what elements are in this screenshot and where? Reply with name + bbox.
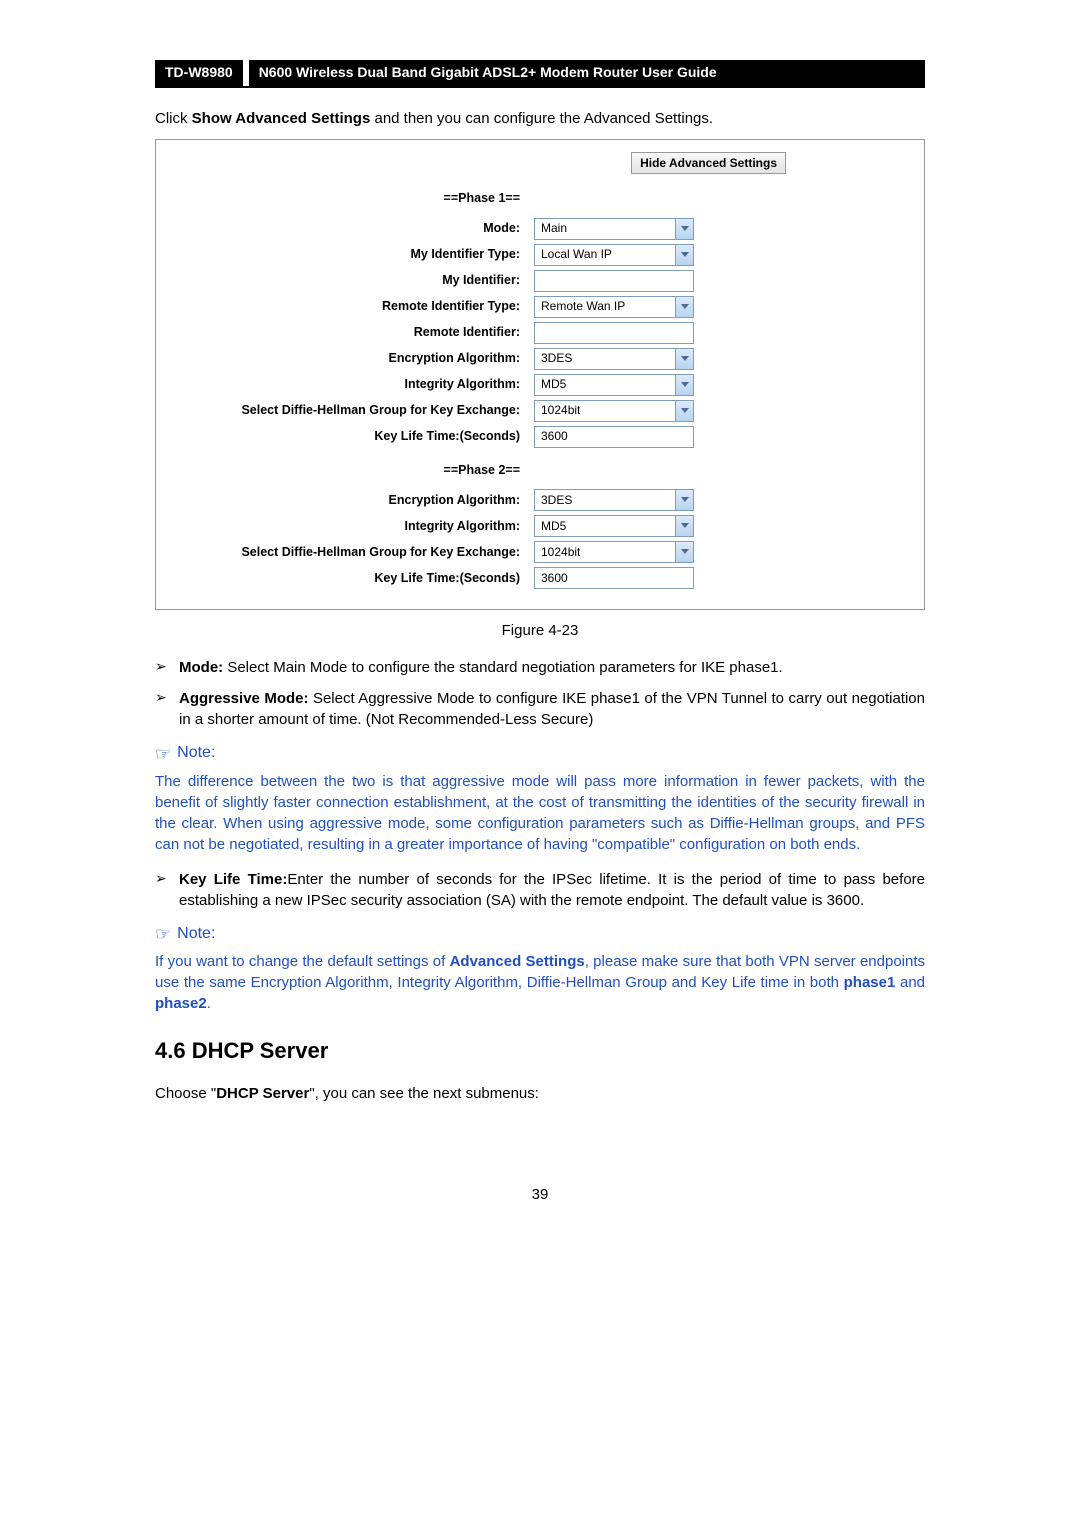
chevron-down-icon bbox=[675, 349, 693, 369]
intro-bold: Show Advanced Settings bbox=[192, 110, 371, 127]
p2-dh-value: 1024bit bbox=[535, 544, 675, 561]
p2-integrity-select[interactable]: MD5 bbox=[534, 515, 694, 537]
page-header: TD-W8980 N600 Wireless Dual Band Gigabit… bbox=[155, 60, 925, 88]
section-intro-post: ", you can see the next submenus: bbox=[309, 1085, 539, 1102]
phase1-header: ==Phase 1== bbox=[174, 180, 534, 214]
keylife-bold: Key Life Time: bbox=[179, 871, 287, 888]
p2-encryption-value: 3DES bbox=[535, 492, 675, 509]
note2-b2: phase1 bbox=[844, 974, 896, 991]
section-intro-bold: DHCP Server bbox=[216, 1085, 309, 1102]
note-header: ☞ Note: bbox=[155, 742, 925, 764]
mode-select[interactable]: Main bbox=[534, 218, 694, 240]
p2-encryption-select[interactable]: 3DES bbox=[534, 489, 694, 511]
note-header: ☞ Note: bbox=[155, 923, 925, 945]
header-title: N600 Wireless Dual Band Gigabit ADSL2+ M… bbox=[249, 60, 925, 86]
bullet1-text: Select Main Mode to configure the standa… bbox=[223, 659, 783, 676]
p1-encryption-value: 3DES bbox=[535, 350, 675, 367]
intro-text: Click Show Advanced Settings and then yo… bbox=[155, 108, 925, 129]
bullet-list-2: ➢ Key Life Time:Enter the number of seco… bbox=[155, 869, 925, 911]
p2-keylife-label: Key Life Time:(Seconds) bbox=[174, 570, 534, 588]
intro-suffix: and then you can configure the Advanced … bbox=[370, 110, 713, 127]
remote-identifier-type-select[interactable]: Remote Wan IP bbox=[534, 296, 694, 318]
p1-keylife-input[interactable]: 3600 bbox=[534, 426, 694, 448]
remote-identifier-type-label: Remote Identifier Type: bbox=[174, 298, 534, 316]
intro-prefix: Click bbox=[155, 110, 192, 127]
p1-integrity-value: MD5 bbox=[535, 376, 675, 393]
chevron-down-icon bbox=[675, 219, 693, 239]
section-heading: 4.6 DHCP Server bbox=[155, 1036, 925, 1067]
chevron-down-icon bbox=[675, 245, 693, 265]
mode-label: Mode: bbox=[174, 220, 534, 238]
p1-integrity-select[interactable]: MD5 bbox=[534, 374, 694, 396]
my-identifier-label: My Identifier: bbox=[174, 272, 534, 290]
list-item: ➢ Mode: Select Main Mode to configure th… bbox=[155, 657, 925, 678]
my-identifier-input[interactable] bbox=[534, 270, 694, 292]
p1-dh-select[interactable]: 1024bit bbox=[534, 400, 694, 422]
note2-pre: If you want to change the default settin… bbox=[155, 953, 450, 970]
p2-keylife-input[interactable]: 3600 bbox=[534, 567, 694, 589]
remote-identifier-label: Remote Identifier: bbox=[174, 324, 534, 342]
p1-encryption-label: Encryption Algorithm: bbox=[174, 350, 534, 368]
chevron-down-icon bbox=[675, 375, 693, 395]
bullet2-bold: Aggressive Mode: bbox=[179, 690, 309, 707]
remote-identifier-type-value: Remote Wan IP bbox=[535, 298, 675, 315]
list-item: ➢ Aggressive Mode: Select Aggressive Mod… bbox=[155, 688, 925, 730]
arrow-icon: ➢ bbox=[155, 657, 179, 678]
arrow-icon: ➢ bbox=[155, 688, 179, 730]
advanced-settings-figure: Hide Advanced Settings ==Phase 1== Mode:… bbox=[155, 139, 925, 611]
my-identifier-type-value: Local Wan IP bbox=[535, 246, 675, 263]
keylife-text: Enter the number of seconds for the IPSe… bbox=[179, 871, 925, 909]
p2-integrity-label: Integrity Algorithm: bbox=[174, 518, 534, 536]
page-number: 39 bbox=[155, 1184, 925, 1205]
p1-keylife-label: Key Life Time:(Seconds) bbox=[174, 428, 534, 446]
chevron-down-icon bbox=[675, 297, 693, 317]
note1-body: The difference between the two is that a… bbox=[155, 771, 925, 855]
figure-caption: Figure 4-23 bbox=[155, 620, 925, 641]
header-model: TD-W8980 bbox=[155, 60, 243, 86]
bullet-list-1: ➢ Mode: Select Main Mode to configure th… bbox=[155, 657, 925, 730]
p2-encryption-label: Encryption Algorithm: bbox=[174, 492, 534, 510]
list-item: ➢ Key Life Time:Enter the number of seco… bbox=[155, 869, 925, 911]
bullet1-bold: Mode: bbox=[179, 659, 223, 676]
chevron-down-icon bbox=[675, 401, 693, 421]
my-identifier-type-label: My Identifier Type: bbox=[174, 246, 534, 264]
note2-body: If you want to change the default settin… bbox=[155, 951, 925, 1014]
phase2-header: ==Phase 2== bbox=[174, 452, 534, 486]
p2-integrity-value: MD5 bbox=[535, 518, 675, 535]
note2-post: . bbox=[207, 995, 211, 1012]
p1-integrity-label: Integrity Algorithm: bbox=[174, 376, 534, 394]
chevron-down-icon bbox=[675, 490, 693, 510]
note2-b3: phase2 bbox=[155, 995, 207, 1012]
hide-advanced-settings-button[interactable]: Hide Advanced Settings bbox=[631, 152, 786, 175]
remote-identifier-input[interactable] bbox=[534, 322, 694, 344]
p1-dh-label: Select Diffie-Hellman Group for Key Exch… bbox=[174, 402, 534, 420]
p1-encryption-select[interactable]: 3DES bbox=[534, 348, 694, 370]
section-intro-pre: Choose " bbox=[155, 1085, 216, 1102]
note1-label: Note: bbox=[177, 742, 215, 764]
p1-dh-value: 1024bit bbox=[535, 402, 675, 419]
arrow-icon: ➢ bbox=[155, 869, 179, 911]
section-intro: Choose "DHCP Server", you can see the ne… bbox=[155, 1083, 925, 1104]
p2-dh-select[interactable]: 1024bit bbox=[534, 541, 694, 563]
mode-value: Main bbox=[535, 220, 675, 237]
note2-b1: Advanced Settings bbox=[450, 953, 585, 970]
chevron-down-icon bbox=[675, 542, 693, 562]
my-identifier-type-select[interactable]: Local Wan IP bbox=[534, 244, 694, 266]
p2-dh-label: Select Diffie-Hellman Group for Key Exch… bbox=[174, 544, 534, 562]
note2-label: Note: bbox=[177, 923, 215, 945]
note2-mid2: and bbox=[895, 974, 925, 991]
pointing-hand-icon: ☞ bbox=[155, 925, 171, 943]
pointing-hand-icon: ☞ bbox=[155, 745, 171, 763]
chevron-down-icon bbox=[675, 516, 693, 536]
